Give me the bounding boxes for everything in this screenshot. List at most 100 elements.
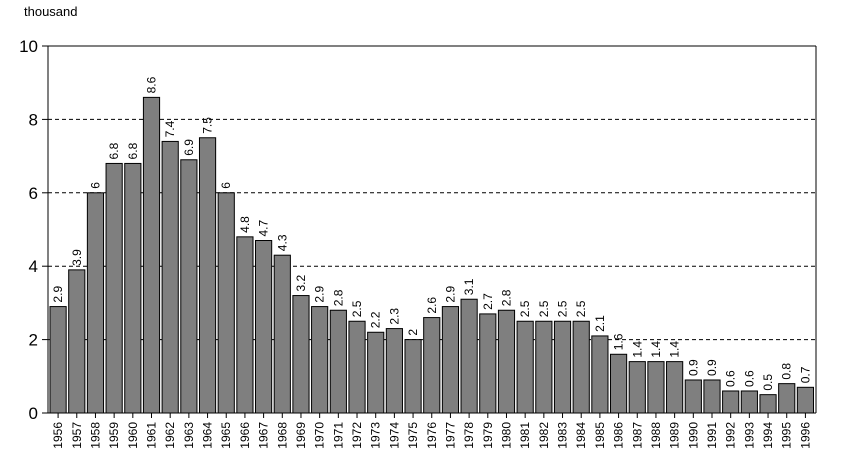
- x-tick-label: 1993: [742, 422, 756, 449]
- bar: [516, 320, 534, 414]
- bar: [423, 317, 441, 414]
- x-tick-label: 1962: [163, 422, 177, 449]
- bar: [105, 162, 123, 414]
- x-tick-label: 1985: [593, 422, 607, 449]
- x-tick-label: 1974: [387, 422, 401, 449]
- data-label: 8.6: [145, 76, 159, 93]
- x-tick-label: 1994: [761, 422, 775, 449]
- data-label: 0.9: [686, 359, 700, 376]
- data-label: 1.4: [668, 341, 682, 358]
- data-label: 3.9: [70, 249, 84, 266]
- bar: [647, 361, 665, 414]
- bar: [367, 331, 385, 414]
- x-tick-label: 1975: [406, 422, 420, 449]
- x-tick-label: 1989: [668, 422, 682, 449]
- data-label: 3.1: [462, 278, 476, 295]
- bar: [684, 379, 702, 414]
- data-label: 6.8: [107, 142, 121, 159]
- data-label: 2.7: [481, 293, 495, 310]
- x-tick-label: 1978: [462, 422, 476, 449]
- x-tick-label: 1979: [481, 422, 495, 449]
- data-labels: 2.9 3.9 6 6.8 6.8 8.6 7.4 6.9 7.5 6 4.8 4.7 4.3 3.2 2.…: [51, 76, 812, 390]
- data-label: 2.5: [518, 300, 532, 317]
- data-label: 6: [88, 182, 102, 189]
- data-label: 0.9: [705, 359, 719, 376]
- x-tick-label: 1959: [107, 422, 121, 449]
- x-tick-label: 1980: [499, 422, 513, 449]
- data-label: 0.5: [761, 374, 775, 391]
- data-label: 3.2: [294, 275, 308, 292]
- data-label: 2.9: [443, 286, 457, 303]
- x-tick-label: 1961: [145, 422, 159, 449]
- x-tick-label: 1995: [780, 422, 794, 449]
- x-tick-label: 1956: [51, 422, 65, 449]
- bar: [329, 309, 347, 414]
- bar: [86, 192, 105, 414]
- x-tick-label: 1990: [686, 422, 700, 449]
- bar: [68, 269, 86, 414]
- x-tick-labels: 1956 1957 1958 1959 1960 1961 1962 1963 1964 1965…: [51, 422, 812, 449]
- x-tick-label: 1970: [313, 422, 327, 449]
- bar: [441, 306, 460, 414]
- bar: [666, 361, 684, 414]
- data-label: 4.8: [238, 216, 252, 233]
- bar: [591, 335, 609, 414]
- data-label: 7.5: [201, 117, 215, 134]
- bar: [49, 306, 67, 414]
- x-tick-label: 1971: [331, 422, 345, 449]
- bars: [49, 96, 815, 414]
- bar: [572, 320, 590, 414]
- x-tick-label: 1958: [88, 422, 102, 449]
- x-tick-label: 1973: [369, 422, 383, 449]
- bar: [703, 379, 721, 414]
- x-tick-label: 1992: [724, 422, 738, 449]
- x-tick-label: 1981: [518, 422, 532, 449]
- bar: [180, 159, 198, 414]
- x-tick-label: 1957: [70, 422, 84, 449]
- x-tick-label: 1983: [556, 422, 570, 449]
- data-label: 2.5: [537, 300, 551, 317]
- bar: [778, 383, 796, 414]
- y-tick-label: 0: [29, 404, 38, 423]
- bar: [161, 140, 179, 414]
- y-tick-labels: 0 2 4 6 8 10: [19, 37, 38, 423]
- x-tick-label: 1988: [649, 422, 663, 449]
- bar: [236, 236, 254, 414]
- x-tick-label: 1966: [238, 422, 252, 449]
- x-tick-label: 1982: [537, 422, 551, 449]
- x-tick-label: 1963: [182, 422, 196, 449]
- data-label: 2.2: [369, 311, 383, 328]
- bar: [460, 298, 478, 414]
- x-tick-label: 1984: [574, 422, 588, 449]
- bar: [385, 328, 403, 414]
- data-label: 2.5: [350, 300, 364, 317]
- data-label: 2.5: [556, 300, 570, 317]
- bar: [311, 306, 329, 414]
- data-label: 0.8: [780, 363, 794, 380]
- bar: [217, 192, 235, 414]
- data-label: 2.9: [51, 286, 65, 303]
- y-tick-label: 10: [19, 37, 38, 56]
- y-tick-label: 2: [29, 331, 38, 350]
- data-label: 2.5: [574, 300, 588, 317]
- bar: [348, 320, 366, 414]
- bar: [273, 254, 291, 414]
- data-label: 6.9: [182, 139, 196, 156]
- x-tick-label: 1987: [630, 422, 644, 449]
- bar: [740, 390, 758, 414]
- data-label: 2.6: [425, 297, 439, 314]
- data-label: 4.3: [275, 234, 289, 251]
- data-label: 6: [219, 182, 233, 189]
- y-tick-label: 6: [29, 184, 38, 203]
- bar: [553, 320, 572, 414]
- data-label: 1.6: [612, 333, 626, 350]
- data-label: 7.4: [163, 120, 177, 137]
- bar: [124, 162, 142, 414]
- data-label: 0.7: [798, 366, 812, 383]
- x-tick-label: 1967: [257, 422, 271, 449]
- x-tick-label: 1960: [126, 422, 140, 449]
- bar: [497, 309, 516, 414]
- x-tick-label: 1972: [350, 422, 364, 449]
- bar: [796, 386, 815, 414]
